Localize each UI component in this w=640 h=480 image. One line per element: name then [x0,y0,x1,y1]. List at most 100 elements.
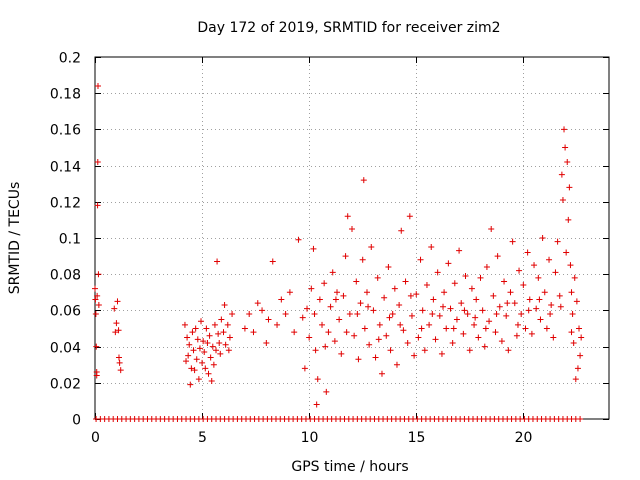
data-point [117,367,124,374]
data-point [226,334,233,341]
y-axis-label: SRMTID / TECUs [7,182,23,295]
data-point [198,318,205,325]
data-point [528,330,535,337]
data-point [93,343,100,350]
data-point [494,253,501,260]
data-point [263,339,270,346]
data-point [329,269,336,276]
data-point [368,244,375,251]
data-point [407,292,414,299]
data-point [559,196,566,203]
data-point [203,325,210,332]
chart-title: Day 172 of 2019, SRMTID for receiver zim… [197,20,500,36]
data-point [220,329,227,336]
data-point [265,316,272,323]
data-point [322,343,329,350]
y-tick-label: 0.14 [50,160,81,176]
data-point [441,289,448,296]
data-point [430,296,437,303]
data-point [558,171,565,178]
data-point [450,325,457,332]
data-point [514,321,521,328]
data-point [550,334,557,341]
data-point [115,327,122,334]
data-point [415,334,422,341]
data-point [486,318,493,325]
data-point [192,325,199,332]
data-point [327,303,334,310]
data-point [95,301,102,308]
data-point [387,347,394,354]
data-point [274,321,281,328]
data-point [310,245,317,252]
data-point [477,274,484,281]
data-point [215,330,222,337]
data-point [187,381,194,388]
data-point [466,347,473,354]
data-point [200,338,207,345]
data-point [370,307,377,314]
x-tick-label: 15 [408,430,426,446]
y-tick-label: 0.02 [50,377,81,393]
data-point [304,305,311,312]
data-point [404,339,411,346]
data-point [344,213,351,220]
data-point [92,311,99,318]
data-point [443,325,450,332]
data-point [524,249,531,256]
data-point [511,300,518,307]
data-point [340,292,347,299]
data-point [383,332,390,339]
data-point [213,347,220,354]
data-point [94,292,101,299]
data-point [250,329,257,336]
data-point [576,325,583,332]
data-point [391,285,398,292]
data-point [208,377,215,384]
y-tick-label: 0.08 [50,268,81,284]
data-point [319,321,326,328]
data-point [381,294,388,301]
data-point [496,303,503,310]
data-point [311,311,318,318]
data-point [218,316,225,323]
y-tick-labels: 0 0.02 0.04 0.06 0.08 0.1 0.12 0.14 0.16 0.18 0.2 [50,51,81,429]
data-point [181,321,188,328]
data-point [385,263,392,270]
data-point [291,329,298,336]
data-point [360,177,367,184]
data-point [462,273,469,280]
data-point [428,244,435,251]
data-point [241,325,248,332]
data-point [355,356,362,363]
data-point [225,347,232,354]
data-point [92,285,98,292]
data-point [94,202,101,209]
data-point [537,316,544,323]
data-point [481,343,488,350]
data-point [334,289,341,296]
y-tick-label: 0.12 [50,196,81,212]
data-point [438,350,445,357]
y-tick-label: 0.16 [50,123,81,139]
data-point [353,278,360,285]
data-point [423,282,430,289]
data-point [471,321,478,328]
data-point [299,314,306,321]
data-point [426,321,433,328]
data-point [460,330,467,337]
data-point [566,184,573,191]
data-point [570,339,577,346]
data-point [349,225,355,232]
data-point [518,311,525,318]
data-point [112,329,119,336]
x-tick-label: 5 [198,430,207,446]
data-point [498,338,505,345]
data-point [564,158,571,165]
y-tick-label: 0.18 [50,87,81,103]
data-point [398,227,405,234]
data-point [475,334,482,341]
data-point [116,359,123,366]
data-point [190,347,197,354]
series-SRMTID [92,82,585,408]
